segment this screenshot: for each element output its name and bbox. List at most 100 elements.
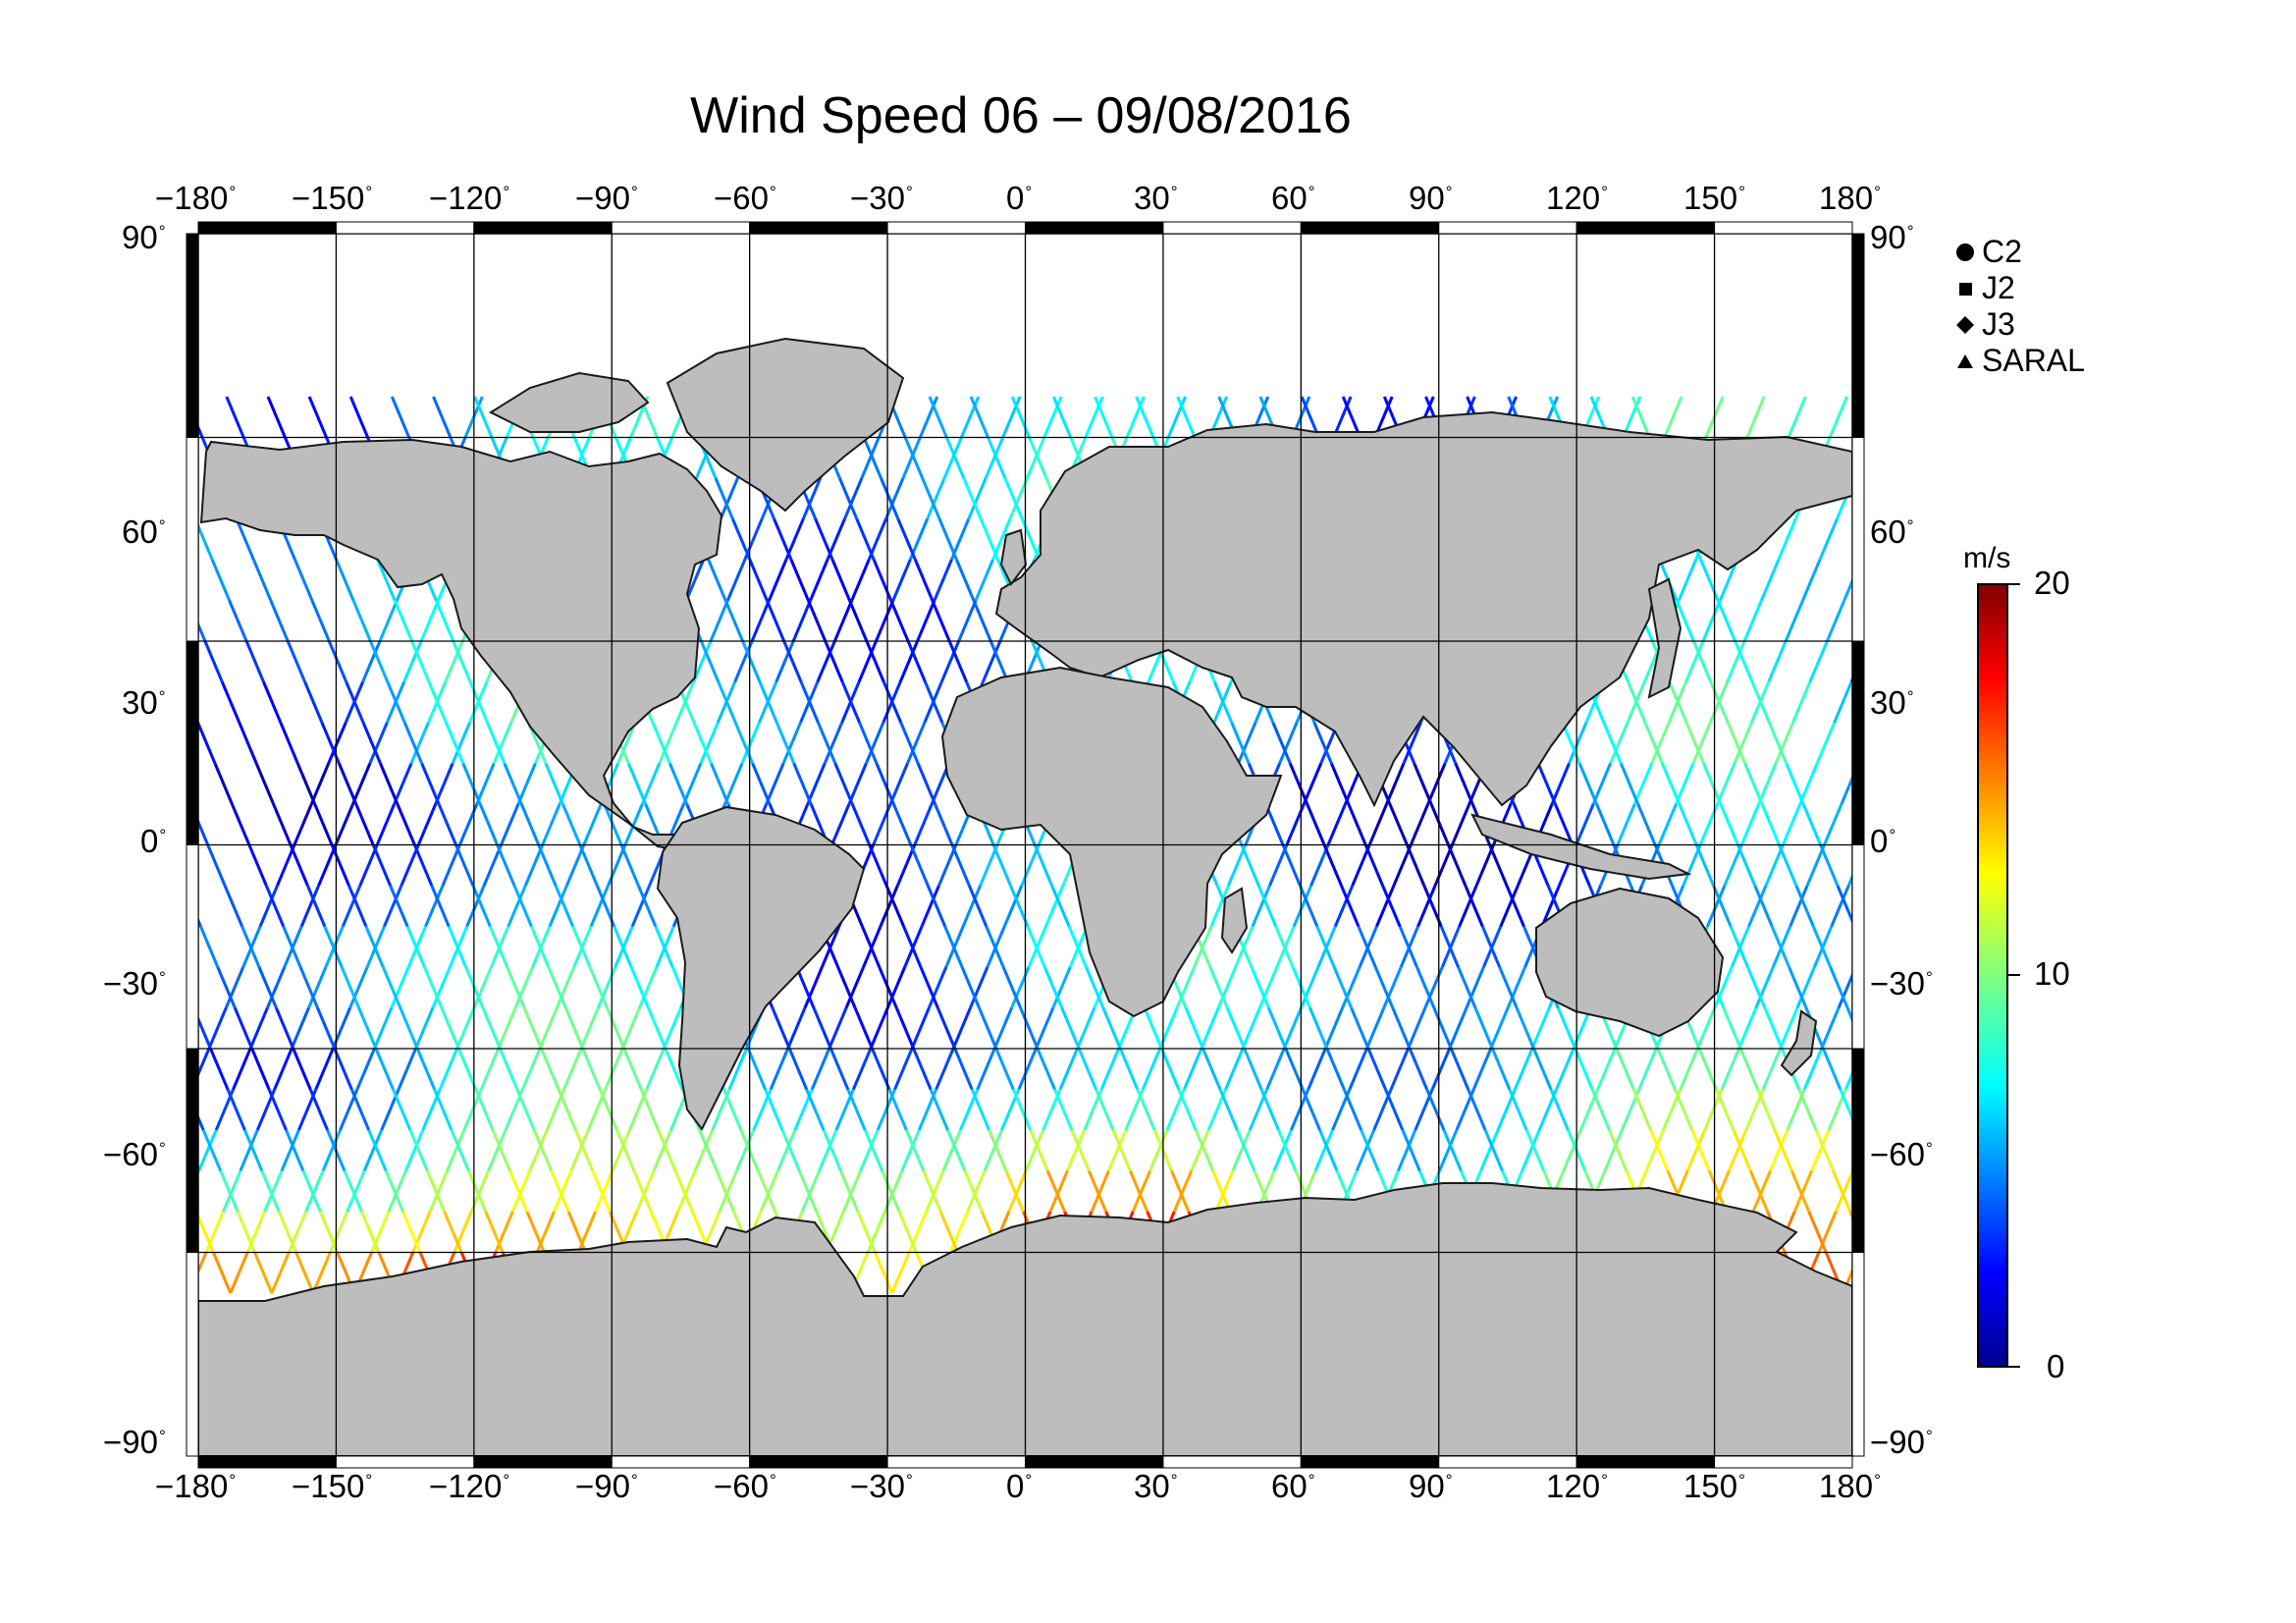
track-segment [1760,803,1781,846]
track-segment [1464,885,1484,928]
track-segment [431,966,452,1009]
track-segment [926,885,947,928]
track-segment [2036,1090,2053,1131]
track-segment [321,1129,342,1172]
track-segment [1008,477,1029,520]
track-segment [38,1130,56,1171]
track-segment [924,680,944,724]
track-segment [323,925,344,968]
track-segment [1702,762,1723,805]
track-segment [47,560,64,601]
lat-tick-right: 30° [1870,684,1914,721]
track-segment [42,845,59,887]
track-segment [289,843,309,887]
track-segment [198,1048,211,1078]
track-segment [1616,803,1636,846]
track-segment [293,803,313,846]
track-segment [2185,438,2202,479]
track-segment [2223,641,2240,682]
track-segment [910,1006,931,1050]
diamond-icon [1949,315,1982,335]
track-segment [0,438,13,479]
track-segment [1170,1169,1191,1213]
land-north-america [199,438,723,854]
track-segment [987,436,1007,479]
track-segment [313,803,334,846]
track-segment [803,966,824,1009]
lat-tick-right: −90° [1870,1424,1933,1460]
track-segment [492,722,513,765]
track-segment [1430,1048,1451,1091]
track-segment [304,1169,325,1213]
track-segment [607,843,627,887]
track-segment [967,477,988,520]
track-segment [1398,925,1418,968]
track-segment [1333,885,1355,928]
track-segment [1020,843,1041,887]
track-segment [1524,1129,1546,1172]
track-segment [206,843,227,887]
track-segment [792,762,813,805]
track-segment [247,843,268,887]
track-segment [503,762,523,805]
track-segment [378,599,399,642]
track-segment [847,762,868,805]
track-segment [1575,803,1595,846]
track-segment [482,843,503,887]
track-segment [1696,1006,1717,1050]
track-segment [2078,397,2095,438]
track-segment [145,1090,162,1131]
track-segment [1451,803,1471,846]
track-segment [647,1006,667,1050]
track-segment [836,966,857,1009]
track-segment [1873,886,1890,927]
track-segment [1888,1049,1904,1090]
track-segment [2158,601,2174,642]
track-segment [1716,762,1736,805]
track-segment [2027,519,2044,561]
track-segment [818,1129,838,1172]
frame-segment-top [1300,221,1440,235]
track-segment [277,1211,297,1254]
square-icon [1949,279,1982,298]
track-segment [848,599,869,642]
track-segment [1723,843,1743,887]
track-segment [2172,764,2189,805]
track-segment [334,803,354,846]
track-segment [2156,804,2173,845]
track-segment [1325,1048,1346,1091]
track-segment [1691,722,1712,765]
track-segment [1467,1088,1487,1131]
track-segment [896,517,917,561]
track-segment [2116,601,2133,642]
track-segment [507,885,527,928]
track-segment [21,1090,37,1131]
track-segment [475,762,496,805]
track-segment [220,680,241,724]
frame-segment-bottom [473,1455,613,1469]
track-segment [893,1048,914,1091]
track-segment [557,1088,577,1131]
track-segment [1909,1253,1926,1294]
track-segment [1212,680,1234,724]
track-segment [343,1169,363,1213]
track-segment [0,1008,4,1050]
track-segment [598,1088,618,1131]
track-segment [1366,1048,1387,1091]
track-segment [6,560,23,601]
lon-tick-bottom: 90° [1409,1468,1453,1504]
track-segment [236,1211,256,1254]
frame-segment-top [473,221,613,235]
track-segment [606,1006,626,1050]
land-eurasia [994,410,1852,808]
lon-tick-top: −90° [575,180,638,216]
track-segment [311,1251,332,1294]
track-segment [8,764,25,805]
track-segment [347,885,368,928]
track-segment [850,559,871,602]
track-segment [1243,1048,1263,1091]
lon-tick-bottom: −120° [429,1468,510,1504]
track-segment [1225,1006,1247,1050]
track-segment [1609,722,1629,765]
track-segment [2243,397,2260,438]
